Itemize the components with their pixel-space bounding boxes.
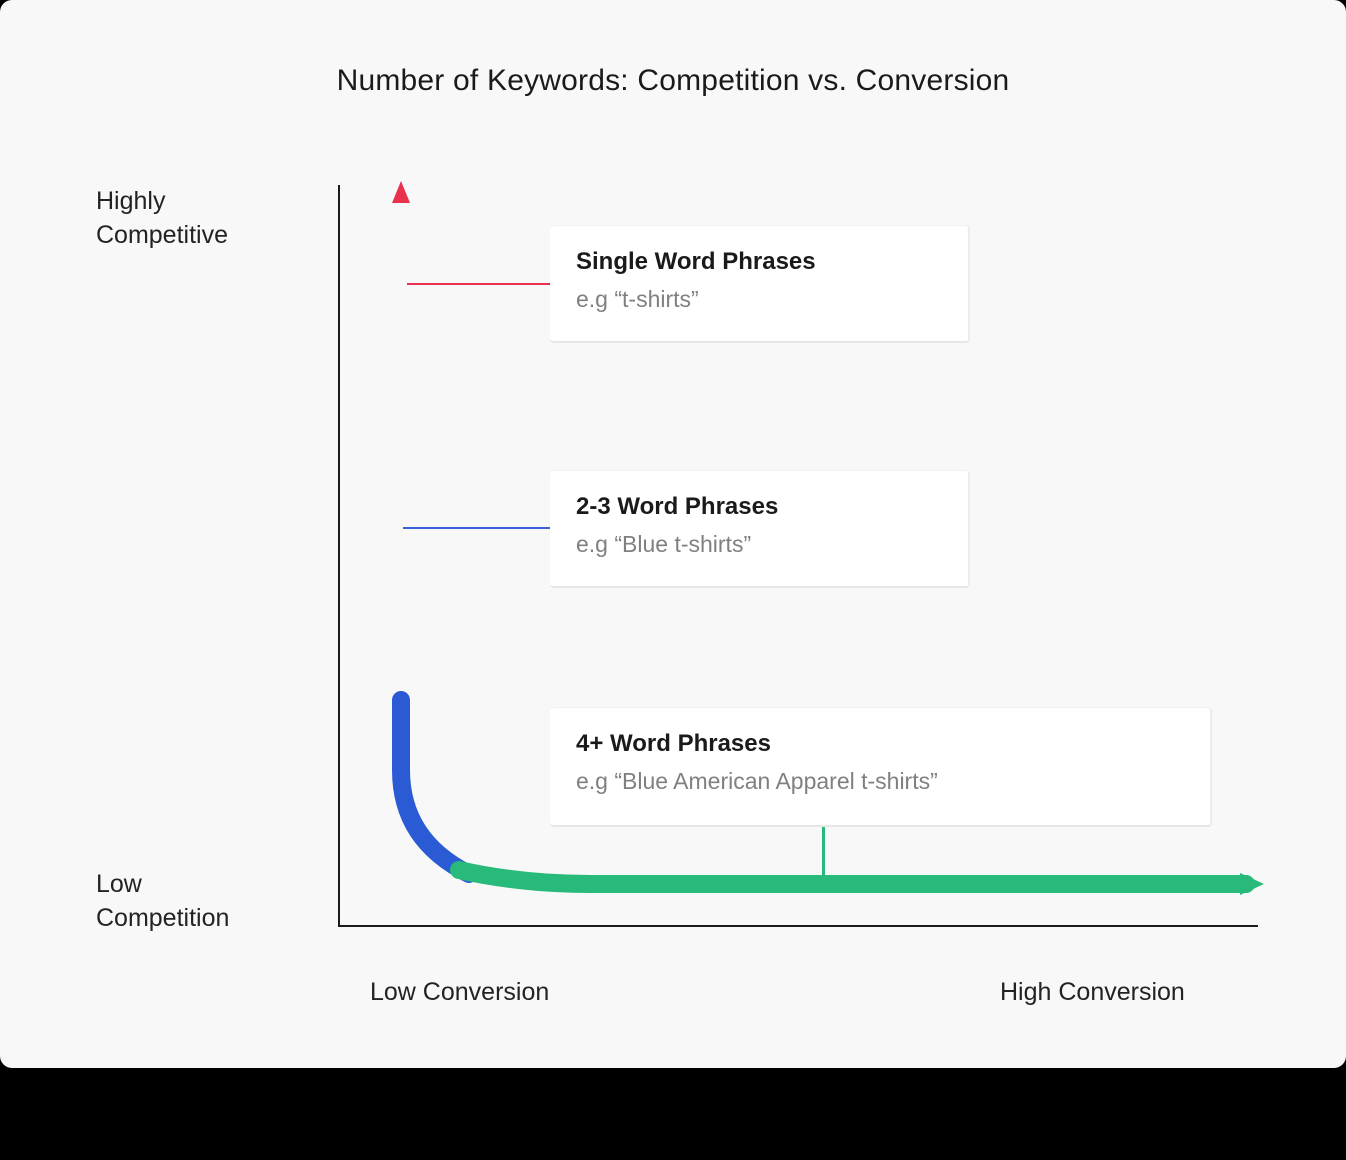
callout-single: Single Word Phrases e.g “t-shirts” bbox=[550, 225, 970, 343]
connector-single bbox=[407, 283, 550, 285]
callout-two-three-title: 2-3 Word Phrases bbox=[576, 493, 942, 521]
connector-two-three bbox=[403, 527, 550, 529]
callout-single-title: Single Word Phrases bbox=[576, 248, 942, 276]
connector-four-plus bbox=[822, 827, 825, 884]
callout-four-plus-example: e.g “Blue American Apparel t-shirts” bbox=[576, 768, 1184, 795]
callout-single-example: e.g “t-shirts” bbox=[576, 286, 942, 313]
callout-two-three: 2-3 Word Phrases e.g “Blue t-shirts” bbox=[550, 470, 970, 588]
callout-four-plus-title: 4+ Word Phrases bbox=[576, 730, 1184, 758]
callout-four-plus: 4+ Word Phrases e.g “Blue American Appar… bbox=[550, 707, 1212, 827]
callout-two-three-example: e.g “Blue t-shirts” bbox=[576, 531, 942, 558]
chart-canvas: Number of Keywords: Competition vs. Conv… bbox=[0, 0, 1346, 1068]
